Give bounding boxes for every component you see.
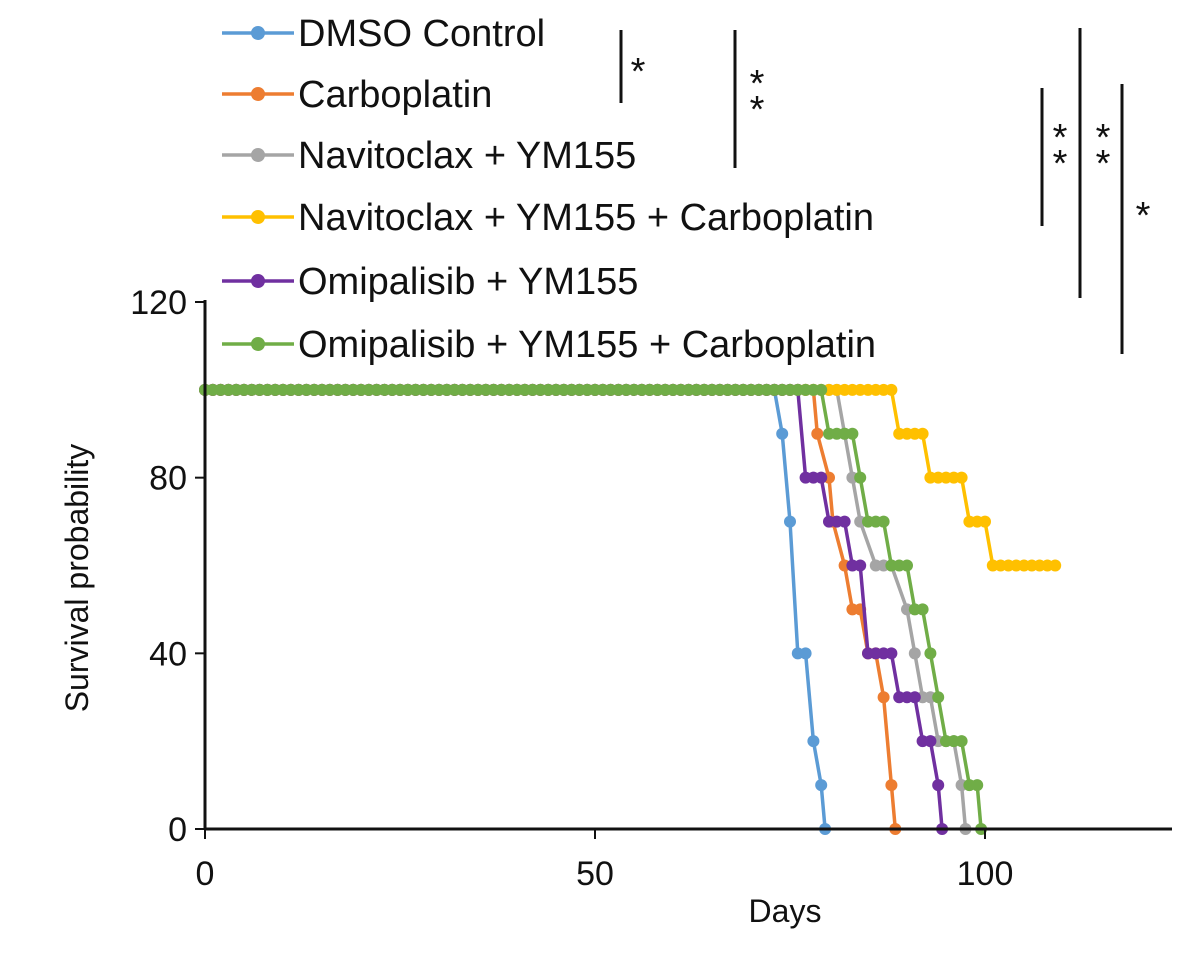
data-point xyxy=(924,647,937,660)
significance-bracket: * xyxy=(619,30,646,103)
legend-label: Omipalisib + YM155 xyxy=(298,261,638,303)
legend-item-carboplatin: Carboplatin xyxy=(222,74,492,116)
legend-marker xyxy=(251,337,265,351)
significance-label: * xyxy=(631,51,646,93)
legend-item-dmso-control: DMSO Control xyxy=(222,13,545,55)
data-point xyxy=(1049,559,1062,572)
legend-marker xyxy=(251,148,265,162)
data-point xyxy=(815,471,828,484)
data-point xyxy=(932,779,945,792)
legend-item-omipalisib-ym155-carboplatin: Omipalisib + YM155 + Carboplatin xyxy=(222,324,876,366)
significance-label: * xyxy=(1136,195,1151,237)
legend: DMSO Control Carboplatin Navitoclax + YM15… xyxy=(222,13,876,366)
x-axis-label: Days xyxy=(749,893,822,929)
series-omipalisib-ym155 xyxy=(199,383,949,835)
legend-marker xyxy=(251,87,265,101)
legend-label: Carboplatin xyxy=(298,74,492,116)
significance-bracket: * * xyxy=(1040,88,1068,226)
legend-label: Navitoclax + YM155 xyxy=(298,135,636,177)
legend-item-omipalisib-ym155: Omipalisib + YM155 xyxy=(222,261,638,303)
data-point xyxy=(885,779,898,792)
data-point xyxy=(908,647,921,660)
legend-item-navitoclax-ym155-carboplatin: Navitoclax + YM155 + Carboplatin xyxy=(222,197,874,239)
significance-bracket: * * xyxy=(733,30,765,168)
series-omipalisib-ym155-carboplatin xyxy=(199,383,988,835)
series-line xyxy=(205,388,827,830)
significance-bracket: * xyxy=(1120,84,1151,354)
data-point xyxy=(815,779,828,792)
x-tick-label: 0 xyxy=(196,855,215,893)
y-tick-label: 80 xyxy=(149,460,187,498)
data-point xyxy=(846,427,859,440)
y-axis-label: Survival probability xyxy=(59,444,95,713)
significance-label: * * xyxy=(1096,117,1111,185)
significance-label: * * xyxy=(750,63,765,131)
series-dmso-control xyxy=(199,383,832,835)
y-tick-label: 40 xyxy=(149,635,187,673)
data-point xyxy=(885,647,898,660)
data-point xyxy=(932,691,945,704)
data-point xyxy=(885,383,898,396)
data-point xyxy=(916,603,929,616)
series-navitoclax-ym155-carboplatin xyxy=(199,383,1062,572)
series-line xyxy=(205,388,944,830)
y-tick-label: 0 xyxy=(168,811,187,849)
series-line xyxy=(205,388,898,830)
legend-marker xyxy=(251,274,265,288)
x-tick-label: 100 xyxy=(957,855,1014,893)
data-point xyxy=(877,515,890,528)
data-point xyxy=(955,735,968,748)
data-point xyxy=(908,691,921,704)
data-point xyxy=(955,471,968,484)
data-point xyxy=(811,427,824,440)
series-layer xyxy=(199,383,1062,835)
data-point xyxy=(901,559,913,572)
legend-marker xyxy=(251,26,265,40)
data-point xyxy=(877,691,890,704)
data-point xyxy=(807,735,820,748)
axes: Days Survival probability xyxy=(59,300,1172,929)
legend-label: Omipalisib + YM155 + Carboplatin xyxy=(298,324,876,366)
data-point xyxy=(799,647,812,660)
data-point xyxy=(971,779,984,792)
data-point xyxy=(979,515,991,528)
data-point xyxy=(854,471,867,484)
significance-bracket: * * xyxy=(1078,28,1111,298)
data-point xyxy=(854,559,867,572)
significance-annotations: * * ** ** ** xyxy=(619,28,1151,354)
significance-label: * * xyxy=(1053,117,1068,185)
legend-marker xyxy=(251,210,265,224)
data-point xyxy=(916,427,929,440)
data-point xyxy=(776,427,789,440)
y-tick-label: 120 xyxy=(130,284,187,322)
data-point xyxy=(784,515,796,528)
data-point xyxy=(838,515,851,528)
data-point xyxy=(815,383,828,396)
x-tick-label: 50 xyxy=(576,855,614,893)
ticks: 0 50 100 0 40 80 120 xyxy=(130,284,1013,893)
legend-label: DMSO Control xyxy=(298,13,545,55)
legend-label: Navitoclax + YM155 + Carboplatin xyxy=(298,197,874,239)
legend-item-navitoclax-ym155: Navitoclax + YM155 xyxy=(222,135,636,177)
data-point xyxy=(924,735,937,748)
